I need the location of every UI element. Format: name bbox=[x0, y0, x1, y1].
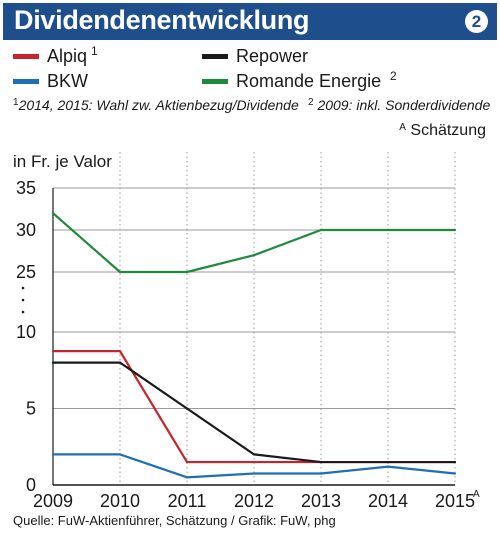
data-point-romande-energie-2014 bbox=[386, 228, 390, 232]
data-point-romande-energie-2009 bbox=[51, 212, 55, 215]
y-tick-label-30: 30 bbox=[16, 220, 36, 240]
data-point-bkw-2010 bbox=[118, 453, 122, 456]
data-point-repower-2014 bbox=[386, 460, 390, 464]
x-tick-label-2014: 2014 bbox=[368, 491, 408, 511]
legend-label-repower: Repower bbox=[236, 46, 309, 66]
legend-item-bkw: BKW bbox=[13, 71, 193, 91]
axis-break-dot-1 bbox=[21, 298, 25, 302]
x-tick-estimate-mark: A bbox=[473, 489, 480, 500]
legend-swatch-bkw bbox=[13, 79, 39, 84]
y-tick-label-25: 25 bbox=[16, 262, 36, 282]
data-point-repower-2009 bbox=[51, 361, 55, 364]
data-point-bkw-2015 bbox=[453, 472, 457, 475]
legend-label-bkw: BKW bbox=[47, 71, 89, 91]
data-point-bkw-2013 bbox=[319, 472, 323, 475]
data-point-bkw-2011 bbox=[185, 476, 189, 479]
axis-break-dot-0 bbox=[21, 286, 25, 290]
data-point-alpiq-2012 bbox=[252, 460, 256, 464]
data-point-repower-2015 bbox=[453, 460, 457, 464]
data-point-bkw-2014 bbox=[386, 465, 390, 468]
footnote-1-mark: 1 bbox=[13, 97, 19, 108]
data-point-repower-2013 bbox=[319, 460, 323, 464]
data-point-alpiq-2009 bbox=[51, 350, 55, 353]
data-point-romande-energie-2015 bbox=[453, 228, 457, 232]
data-point-alpiq-2010 bbox=[118, 350, 122, 353]
legend-item-romande-energie: Romande Energie 2 bbox=[202, 69, 422, 91]
data-point-repower-2012 bbox=[252, 453, 256, 456]
y-tick-label-0: 0 bbox=[26, 475, 36, 495]
x-tick-label-2010: 2010 bbox=[100, 491, 140, 511]
x-tick-label-2012: 2012 bbox=[234, 491, 274, 511]
legend-swatch-alpiq bbox=[13, 54, 39, 59]
figure-number-badge: 2 bbox=[465, 10, 488, 33]
y-tick-label-10: 10 bbox=[16, 322, 36, 342]
axis-break-dot-2 bbox=[21, 310, 25, 314]
footnote-2: 2 2009: inkl. Sonderdividende bbox=[308, 97, 490, 113]
data-point-repower-2010 bbox=[118, 361, 122, 364]
title-bar: Dividendenentwicklung 2 bbox=[3, 3, 497, 40]
x-tick-label-2013: 2013 bbox=[301, 491, 341, 511]
footnote-1-text: 2014, 2015: Wahl zw. Aktienbezug/Dividen… bbox=[18, 97, 299, 113]
chart-title: Dividendenentwicklung bbox=[14, 5, 310, 35]
x-tick-label-2015: 2015 bbox=[435, 491, 475, 511]
legend-sup-alpiq: 1 bbox=[91, 44, 98, 58]
data-point-romande-energie-2012 bbox=[252, 254, 256, 257]
y-tick-label-5: 5 bbox=[26, 399, 36, 419]
data-point-repower-2011 bbox=[185, 407, 189, 410]
data-point-alpiq-2011 bbox=[185, 460, 189, 464]
legend-item-repower: Repower bbox=[202, 46, 402, 66]
data-point-romande-energie-2013 bbox=[319, 228, 323, 232]
data-point-romande-energie-2011 bbox=[185, 270, 189, 274]
footnote-2-text: 2009: inkl. Sonderdividende bbox=[317, 97, 491, 113]
footnote-1: 12014, 2015: Wahl zw. Aktienbezug/Divide… bbox=[13, 97, 299, 113]
footnote-a-text: Schätzung bbox=[410, 122, 486, 139]
legend-label-romande-energie: Romande Energie bbox=[236, 71, 382, 91]
data-point-romande-energie-2010 bbox=[118, 270, 122, 274]
footnote-a-mark: A bbox=[399, 122, 406, 133]
legend-label-alpiq: Alpiq bbox=[47, 46, 88, 66]
footnote-2-mark: 2 bbox=[308, 97, 314, 108]
footnote-a: A Schätzung bbox=[399, 122, 486, 140]
y-tick-label-35: 35 bbox=[16, 178, 36, 198]
source-credit: Quelle: FuW-Aktienführer, Schätzung / Gr… bbox=[13, 513, 336, 528]
data-point-bkw-2009 bbox=[51, 453, 55, 456]
x-tick-label-2011: 2011 bbox=[168, 491, 207, 511]
legend-swatch-repower bbox=[202, 54, 228, 59]
x-tick-label-2009: 2009 bbox=[33, 491, 73, 511]
data-point-bkw-2012 bbox=[252, 472, 256, 475]
legend-swatch-romande-energie bbox=[202, 79, 228, 84]
legend-item-alpiq: Alpiq 1 bbox=[13, 44, 193, 66]
y-axis-label: in Fr. je Valor bbox=[13, 152, 112, 171]
legend-sup-romande-energie: 2 bbox=[390, 69, 397, 83]
